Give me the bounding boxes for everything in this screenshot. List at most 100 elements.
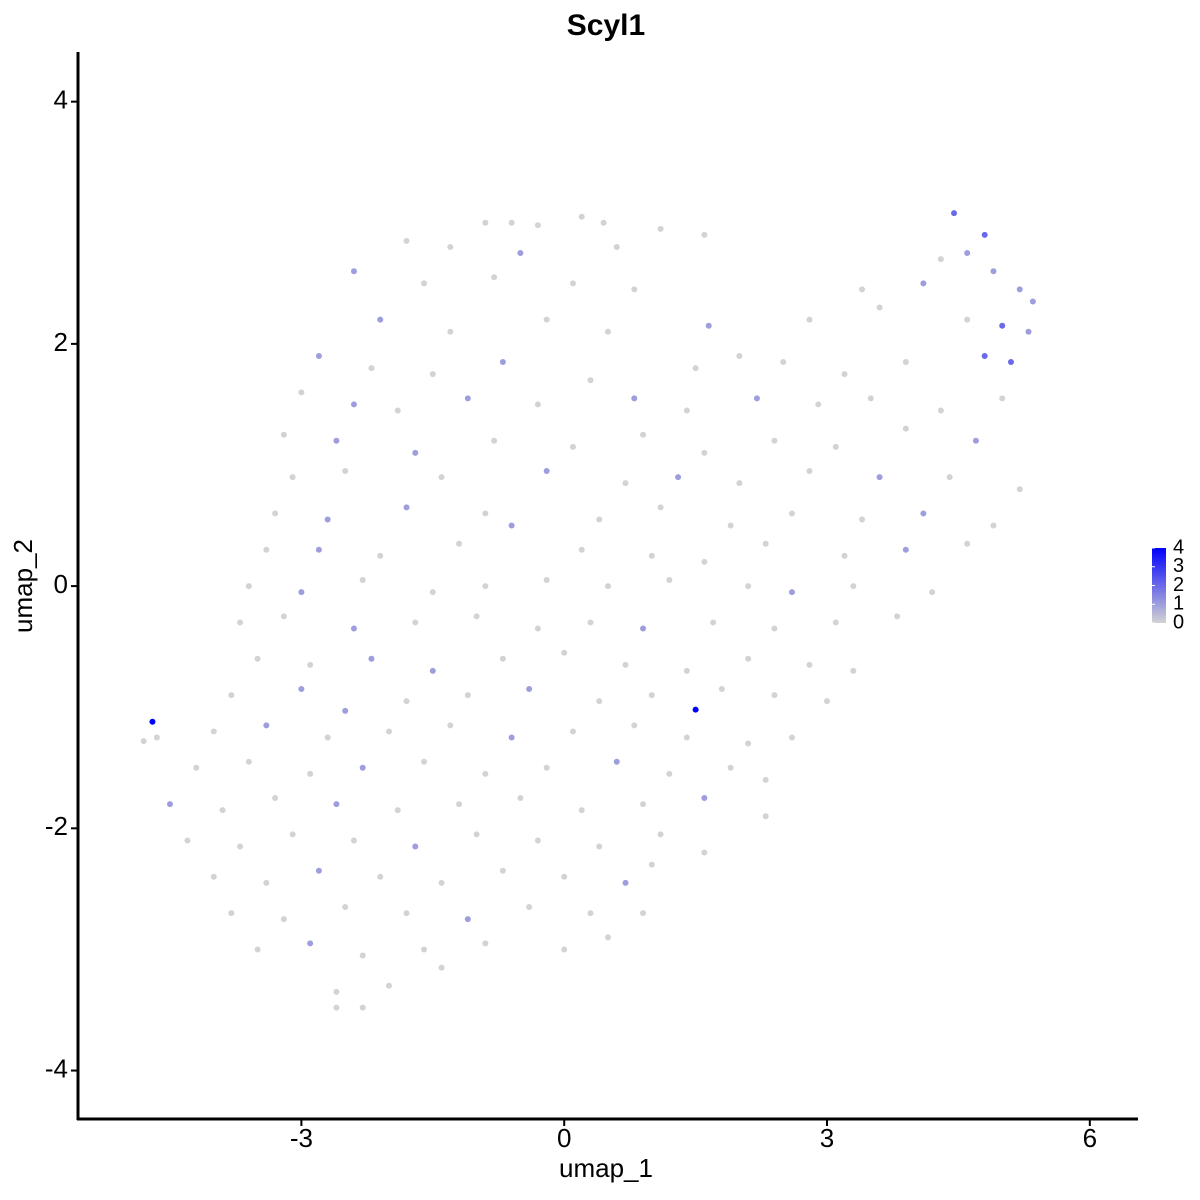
point [456,540,463,547]
point [333,1004,340,1011]
point [508,522,515,529]
point [315,352,322,359]
point [964,540,971,547]
point [841,371,848,378]
point [771,692,778,699]
point [815,401,822,408]
point [350,625,357,632]
point [526,904,533,911]
point [140,738,147,745]
point [894,613,901,620]
point [359,764,366,771]
point [438,879,445,886]
point [806,316,813,323]
point [867,395,874,402]
point [683,407,690,414]
point [324,734,331,741]
colorbar [1152,548,1166,623]
point [902,359,909,366]
colorbar-tick-label: 1 [1173,593,1184,615]
point [482,510,489,517]
point [832,443,839,450]
point [640,801,647,808]
point [499,359,506,366]
point [350,837,357,844]
point [745,583,752,590]
point [491,437,498,444]
point [403,698,410,705]
point [237,619,244,626]
point [605,583,611,590]
point [315,546,322,553]
point [289,831,296,838]
point [657,831,664,838]
point [517,795,524,802]
point [526,686,533,693]
point [951,210,958,217]
y-tick-label: 2 [54,327,68,357]
point [850,667,857,674]
point [710,619,717,626]
point [718,686,725,693]
point [561,946,568,953]
point [307,770,314,777]
point [280,916,287,923]
point [342,468,349,475]
point [315,867,322,874]
point [657,225,664,232]
point [771,437,778,444]
point [272,795,279,802]
point [482,940,489,947]
point [920,510,927,517]
x-tick-label: 0 [557,1123,571,1153]
point [245,583,252,590]
point [569,280,576,287]
point [289,474,296,481]
point [981,352,988,359]
point [578,546,585,553]
point [666,577,673,584]
point [999,395,1006,402]
point [543,316,550,323]
point [762,776,769,783]
point [193,764,200,771]
point [543,468,550,475]
point [464,916,471,923]
point [771,625,778,632]
point [359,577,366,584]
point [394,807,401,814]
point [254,655,261,662]
point [298,389,305,396]
point [561,873,568,880]
point [394,407,401,414]
y-tick-label: 0 [54,569,68,599]
point [473,831,480,838]
point [228,692,235,699]
point [727,764,734,771]
point [937,407,944,414]
point [153,734,160,741]
point [377,552,384,559]
point [990,268,997,275]
point [342,707,349,714]
point [640,910,647,917]
point [999,322,1006,329]
point [788,734,795,741]
point [745,740,752,747]
point [359,1004,366,1011]
point [429,667,436,674]
point [736,480,743,487]
point [368,655,375,662]
point [184,837,191,844]
point [613,243,620,250]
point [701,231,708,238]
point [447,722,454,729]
point [605,328,611,335]
point [876,304,883,311]
x-axis-label: umap_1 [559,1153,653,1183]
point [569,443,576,450]
point [534,837,541,844]
point [534,222,541,229]
point [578,213,585,220]
point [280,613,287,620]
